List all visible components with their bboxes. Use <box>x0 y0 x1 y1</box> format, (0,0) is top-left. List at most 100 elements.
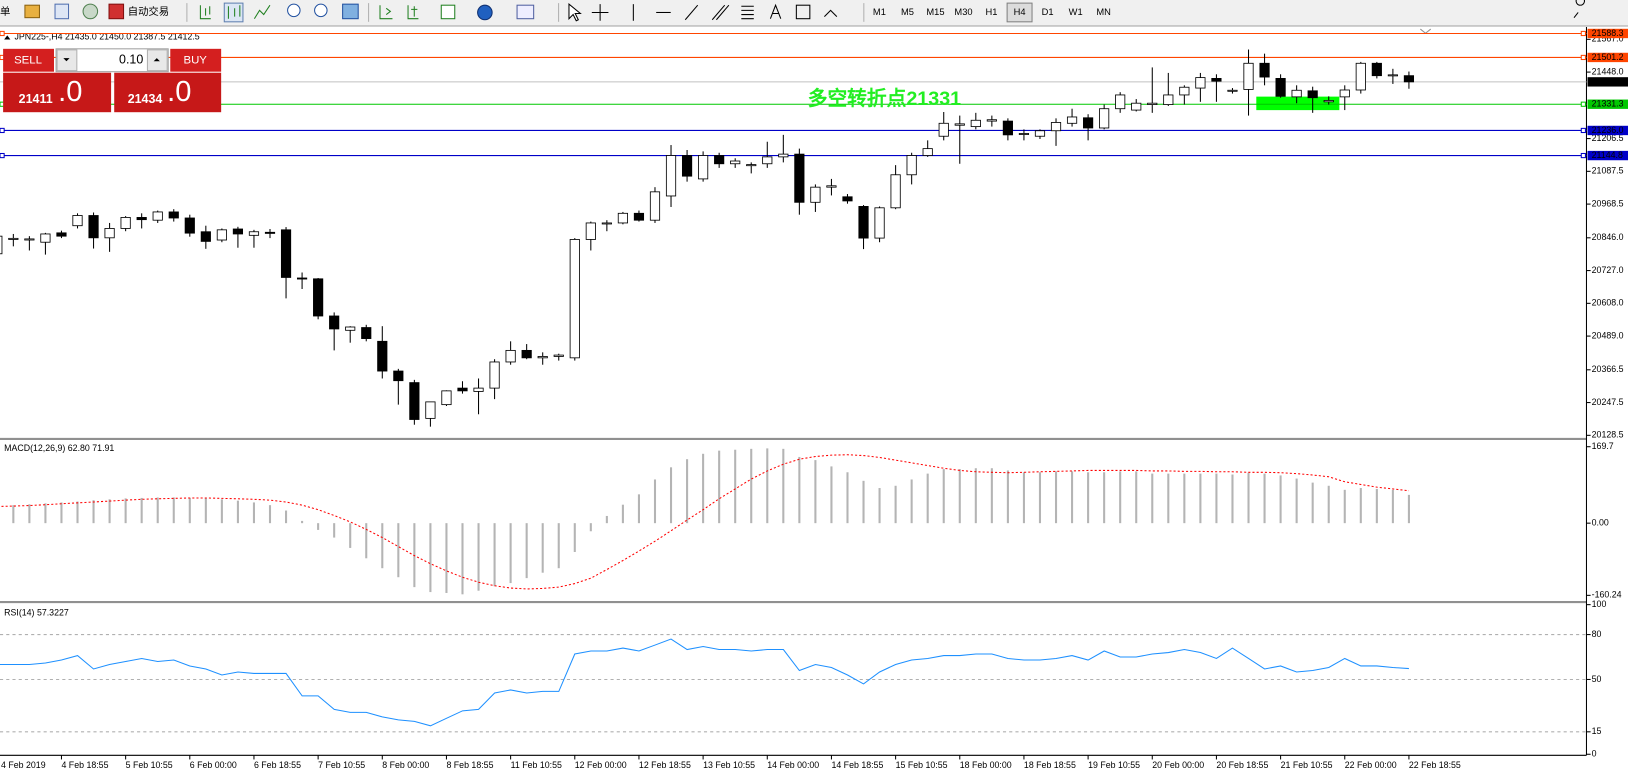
icon[interactable] <box>54 3 70 20</box>
icon <box>227 5 241 19</box>
channel-icon[interactable] <box>711 4 730 21</box>
macd-bar <box>1038 472 1042 524</box>
level-handle <box>1580 127 1586 134</box>
icon[interactable] <box>253 4 271 19</box>
sell-price-main: 21411 <box>19 92 53 106</box>
candle-body <box>730 160 741 165</box>
level-handle <box>0 152 5 159</box>
arrows-icon[interactable] <box>824 9 838 17</box>
macd-bar <box>766 448 769 524</box>
macd-bar <box>236 500 239 524</box>
candle-body <box>938 122 949 137</box>
macd-bar <box>1327 485 1330 524</box>
timeframe-button[interactable]: D1 <box>1042 7 1054 17</box>
crosshair-icon[interactable] <box>591 4 609 21</box>
sell-price-frac: .0 <box>58 76 82 108</box>
x-tick-label: 4 Feb 18:55 <box>61 760 108 770</box>
timeframe-button[interactable]: W1 <box>1069 7 1083 17</box>
candle-body <box>1163 94 1174 105</box>
x-tick-label: 18 Feb 18:55 <box>1024 760 1076 770</box>
timeframe-button[interactable]: H4 <box>1014 7 1026 17</box>
candle-body <box>168 211 179 219</box>
timeframe-button[interactable]: M30 <box>954 7 972 17</box>
candle-body <box>184 217 195 234</box>
x-tick-label: 18 Feb 00:00 <box>960 760 1012 770</box>
fibo-icon[interactable] <box>741 5 754 20</box>
label-icon[interactable] <box>795 4 811 20</box>
macd-bar <box>60 502 63 524</box>
candle-body <box>377 340 388 372</box>
buy-price-box[interactable] <box>114 72 222 113</box>
timeframe-button[interactable]: MN <box>1096 7 1111 17</box>
timeframe-button[interactable]: M1 <box>873 7 886 17</box>
macd-bar <box>44 503 47 524</box>
autotrade-icon[interactable] <box>108 3 125 20</box>
macd-bar <box>1054 471 1058 524</box>
buy-label[interactable]: BUY <box>183 54 207 66</box>
macd-bar <box>686 459 689 524</box>
level-handle <box>0 30 5 37</box>
macd-bar <box>525 523 528 579</box>
macd-bar <box>990 468 993 524</box>
x-tick-label: 5 Feb 10:55 <box>126 760 173 770</box>
icon[interactable] <box>199 5 211 20</box>
icon[interactable] <box>516 4 535 20</box>
macd-bar <box>204 498 207 524</box>
candle-body <box>1387 74 1398 77</box>
lot-box[interactable] <box>55 48 169 73</box>
icon[interactable] <box>82 3 99 20</box>
y-tick-label: 0 <box>1592 749 1597 759</box>
icon[interactable] <box>342 3 359 20</box>
text-icon[interactable] <box>769 3 782 19</box>
cursor-icon[interactable] <box>568 3 582 22</box>
macd-bar <box>894 485 897 524</box>
macd-bar <box>1391 489 1394 524</box>
macd-bar <box>317 523 320 530</box>
y-tick-label: 169.7 <box>1592 441 1614 451</box>
timeframe-button[interactable]: M15 <box>926 7 944 17</box>
x-tick-label: 4 Feb 2019 <box>1 760 46 770</box>
macd-bar <box>1199 473 1202 524</box>
buy-button[interactable] <box>170 48 222 72</box>
icon[interactable] <box>407 5 419 20</box>
timeframe-button[interactable]: H1 <box>986 7 998 17</box>
trendline-icon[interactable] <box>684 4 699 21</box>
macd-bar <box>429 523 432 593</box>
sell-price-box[interactable] <box>3 72 112 113</box>
buy-price-main: 21434 <box>128 92 163 106</box>
macd-bar <box>702 453 705 524</box>
macd-bar <box>268 505 272 524</box>
candle-body <box>601 222 612 225</box>
candle-body <box>553 354 564 357</box>
candle-body <box>56 232 67 237</box>
search-icon[interactable] <box>1573 0 1585 18</box>
macd-bar <box>718 450 721 524</box>
sell-button[interactable] <box>3 48 54 72</box>
x-tick-label: 19 Feb 10:55 <box>1088 760 1140 770</box>
timeframe-button[interactable]: M5 <box>901 7 914 17</box>
icon[interactable] <box>24 4 40 19</box>
icon[interactable] <box>440 4 456 20</box>
y-tick-label: 20846.0 <box>1592 232 1624 242</box>
macd-bar <box>589 523 592 532</box>
autotrade-label[interactable]: 自动交易 <box>128 5 170 18</box>
sell-label[interactable]: SELL <box>14 54 42 66</box>
macd-bar <box>445 523 448 593</box>
level-handle <box>1580 152 1586 159</box>
candle-body <box>1355 62 1366 91</box>
icon[interactable] <box>314 3 328 18</box>
menu-fragment[interactable]: 单 <box>0 6 10 18</box>
y-tick-label: 80 <box>1592 629 1602 639</box>
macd-bar <box>621 504 624 524</box>
icon[interactable] <box>287 3 301 18</box>
candle-body <box>794 153 805 203</box>
icon[interactable] <box>379 5 393 20</box>
y-tick-label: 21567.0 <box>1592 34 1624 44</box>
icon[interactable] <box>477 4 493 21</box>
candle-body <box>1034 130 1046 137</box>
level-label-box <box>1587 125 1628 136</box>
timeframe-active[interactable] <box>1006 2 1033 23</box>
symbol-icon <box>4 35 11 40</box>
lot-value[interactable]: 0.10 <box>119 53 143 67</box>
